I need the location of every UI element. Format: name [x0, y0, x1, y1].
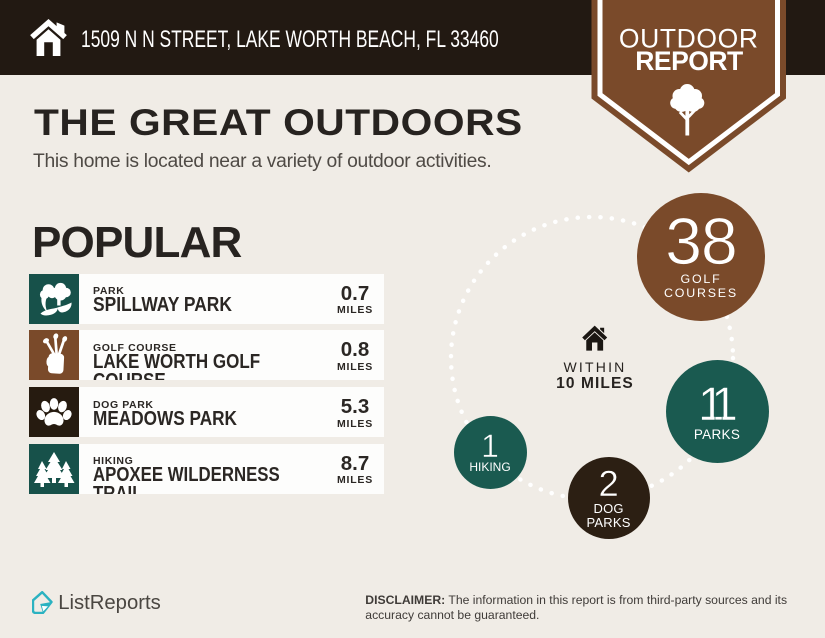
svg-text:REPORT: REPORT: [635, 46, 743, 76]
svg-text:OUTDOOR: OUTDOOR: [619, 24, 759, 54]
